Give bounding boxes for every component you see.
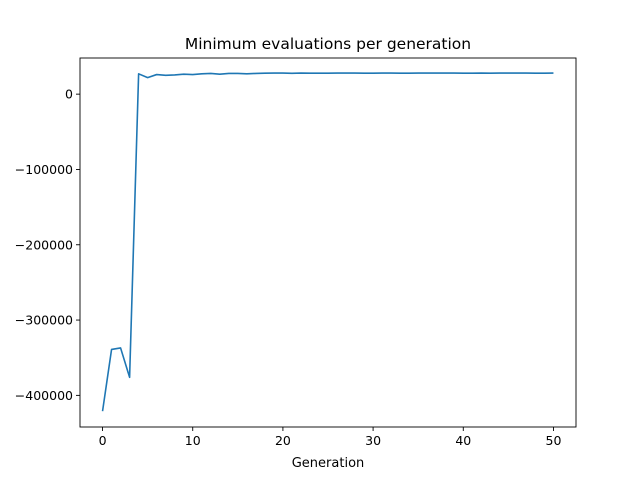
axes-ticks: 0 10 20 30 40 50 0 −100000 −200000 −300000 −400000: [15, 87, 562, 448]
x-tick-label: 50: [546, 433, 562, 448]
x-tick-label: 40: [455, 433, 471, 448]
x-axis-label: Generation: [292, 456, 365, 471]
y-tick-label: −400000: [15, 388, 73, 403]
x-tick-label: 10: [185, 433, 201, 448]
x-tick-label: 20: [275, 433, 291, 448]
series-line-0: [101, 72, 554, 412]
chart-title: Minimum evaluations per generation: [185, 35, 471, 53]
y-tick-label: −100000: [15, 162, 73, 177]
x-tick-label: 0: [99, 433, 107, 448]
y-tick-label: 0: [65, 87, 73, 102]
plot-area: [101, 72, 554, 412]
y-tick-label: −200000: [15, 237, 73, 252]
axes-frame: [79, 57, 577, 428]
y-tick-label: −300000: [15, 313, 73, 328]
x-tick-label: 30: [365, 433, 381, 448]
